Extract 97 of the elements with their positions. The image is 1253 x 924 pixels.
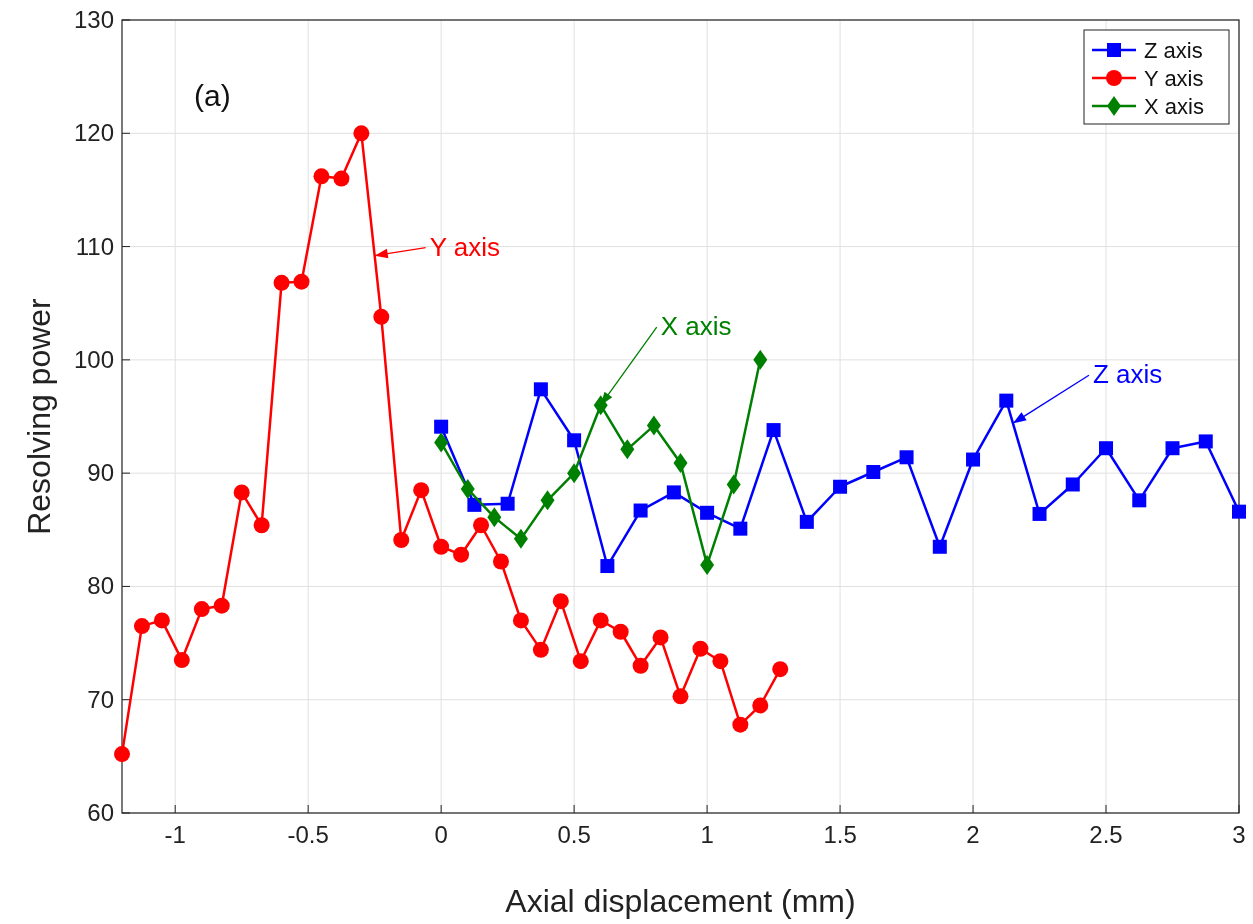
legend-label: X axis bbox=[1144, 94, 1204, 119]
x-tick-label: -1 bbox=[164, 821, 186, 848]
point bbox=[353, 125, 370, 142]
point bbox=[772, 661, 789, 678]
point bbox=[1232, 504, 1246, 519]
x-tick-label: 2 bbox=[966, 821, 980, 848]
legend-label: Z axis bbox=[1144, 38, 1203, 63]
point bbox=[1198, 434, 1213, 449]
point bbox=[592, 612, 609, 629]
point bbox=[153, 612, 170, 629]
x-tick-label: 1.5 bbox=[823, 821, 857, 848]
point bbox=[373, 308, 390, 325]
point bbox=[532, 641, 549, 658]
point bbox=[1165, 441, 1180, 456]
point bbox=[434, 432, 449, 453]
point bbox=[253, 517, 270, 534]
point bbox=[173, 652, 190, 669]
point bbox=[473, 517, 490, 534]
annotation: (a) bbox=[194, 79, 231, 112]
x-tick-label: -0.5 bbox=[287, 821, 329, 848]
point bbox=[753, 349, 768, 370]
point bbox=[453, 546, 470, 563]
point bbox=[487, 507, 502, 528]
point bbox=[193, 601, 210, 618]
point bbox=[799, 514, 814, 529]
x-tick-label: 1 bbox=[700, 821, 714, 848]
y-tick-label: 80 bbox=[87, 572, 114, 600]
point bbox=[540, 490, 555, 511]
point bbox=[434, 419, 449, 434]
point bbox=[673, 452, 688, 473]
point bbox=[646, 415, 661, 436]
point bbox=[213, 597, 230, 614]
point bbox=[552, 593, 569, 610]
point bbox=[692, 640, 709, 657]
point bbox=[333, 170, 350, 187]
x-tick-label: 0 bbox=[434, 821, 448, 848]
point bbox=[700, 554, 715, 575]
x-tick-label: 2.5 bbox=[1089, 821, 1123, 848]
x-tick-label: 3 bbox=[1232, 821, 1246, 848]
point bbox=[313, 168, 330, 185]
point bbox=[460, 479, 475, 499]
point bbox=[666, 485, 681, 500]
legend-label: Y axis bbox=[1144, 66, 1204, 91]
point bbox=[600, 559, 615, 574]
y-tick-label: 120 bbox=[73, 119, 114, 147]
point bbox=[233, 484, 250, 501]
point bbox=[633, 503, 648, 518]
point bbox=[512, 612, 529, 629]
point bbox=[567, 463, 582, 484]
annotation: Y axis bbox=[429, 231, 500, 262]
y-tick-label: 90 bbox=[87, 459, 114, 487]
point bbox=[433, 538, 450, 555]
point bbox=[732, 716, 749, 733]
point bbox=[492, 553, 509, 570]
point bbox=[467, 497, 482, 512]
point bbox=[413, 482, 430, 499]
point bbox=[632, 657, 649, 674]
x-tick-label: 0.5 bbox=[557, 821, 591, 848]
point bbox=[733, 521, 748, 536]
point bbox=[500, 496, 515, 511]
point bbox=[766, 423, 781, 438]
point bbox=[932, 539, 947, 554]
annotation: X axis bbox=[660, 311, 732, 342]
x-axis-title: Axial displacement (mm) bbox=[505, 883, 856, 919]
y-tick-label: 110 bbox=[75, 232, 114, 260]
y-axis-title: Resolving power bbox=[21, 297, 57, 535]
point bbox=[752, 697, 769, 714]
y-tick-label: 70 bbox=[87, 685, 114, 713]
point bbox=[966, 452, 981, 467]
y-tick-label: 60 bbox=[87, 799, 114, 826]
point bbox=[1032, 506, 1047, 521]
point bbox=[612, 623, 629, 640]
y-tick-label: 100 bbox=[73, 345, 114, 373]
point bbox=[672, 688, 689, 705]
point bbox=[133, 618, 150, 635]
point bbox=[726, 474, 741, 495]
point bbox=[1099, 441, 1114, 456]
annotation: Z axis bbox=[1092, 359, 1163, 390]
point bbox=[114, 746, 130, 763]
y-tick-label: 130 bbox=[73, 6, 114, 33]
point bbox=[712, 653, 729, 670]
point bbox=[572, 653, 589, 670]
point bbox=[999, 393, 1014, 408]
point bbox=[899, 450, 914, 465]
point bbox=[393, 531, 410, 548]
point bbox=[700, 505, 715, 520]
point bbox=[620, 439, 635, 460]
point bbox=[273, 274, 290, 291]
point bbox=[533, 382, 548, 397]
point bbox=[866, 465, 881, 480]
point bbox=[652, 629, 669, 646]
point bbox=[833, 479, 848, 494]
point bbox=[513, 528, 528, 549]
point bbox=[567, 433, 582, 448]
point bbox=[1132, 493, 1147, 508]
point bbox=[293, 273, 310, 290]
point bbox=[1065, 477, 1080, 492]
